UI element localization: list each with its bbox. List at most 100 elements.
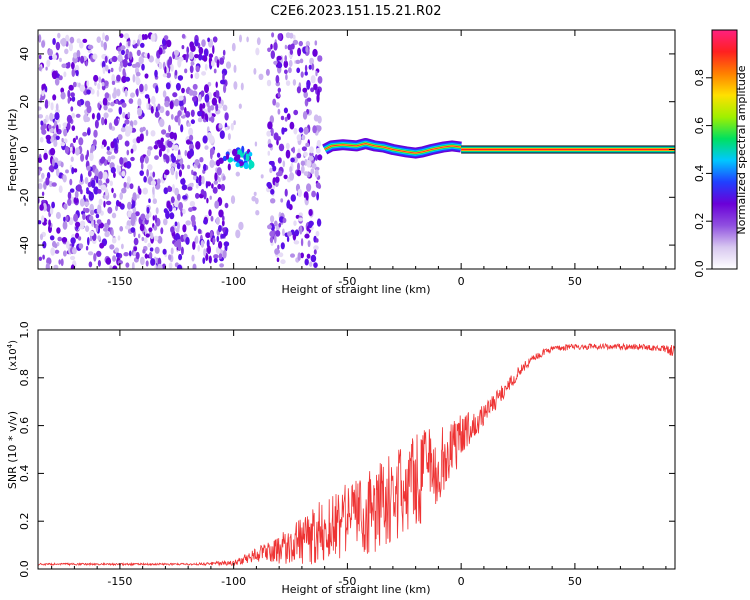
noise-blob (158, 47, 163, 55)
noise-blob (121, 187, 127, 194)
noise-blob (230, 122, 234, 131)
y-tick-label: 20 (18, 95, 31, 109)
noise-blob (60, 258, 64, 267)
noise-blob (285, 142, 290, 150)
noise-blob (141, 63, 145, 71)
noise-blob (170, 64, 174, 72)
noise-blob (62, 221, 68, 230)
cluster-blob (225, 153, 230, 160)
x-tick-label: 50 (568, 275, 582, 288)
noise-blob (310, 168, 315, 175)
noise-blob (190, 73, 193, 79)
noise-blob (71, 125, 76, 131)
noise-blob (230, 195, 236, 205)
noise-blob (306, 159, 312, 168)
noise-blob (70, 264, 75, 269)
noise-blob (63, 128, 68, 137)
noise-blob (292, 79, 297, 86)
noise-blob (58, 75, 63, 81)
noise-blob (195, 183, 199, 189)
noise-blob (60, 142, 66, 147)
colorbar-label: Normalized spectral amplitude (735, 65, 748, 234)
noise-blob (200, 240, 205, 248)
noise-blob (222, 72, 225, 82)
noise-blob (77, 100, 81, 107)
noise-blob (118, 65, 122, 72)
noise-blob (312, 48, 318, 57)
noise-blob (177, 111, 181, 118)
noise-blob (278, 143, 285, 152)
noise-blob (168, 124, 171, 133)
noise-blob (300, 252, 304, 259)
noise-blob (116, 252, 120, 258)
noise-blob (225, 229, 228, 236)
noise-blob (118, 106, 123, 115)
snr-y-tick-labels: 0.0 0.2 0.4 0.6 0.8 1.0 (18, 321, 31, 578)
noise-blob (125, 161, 132, 169)
noise-blob (296, 134, 302, 142)
noise-blob (130, 156, 135, 162)
noise-blob (170, 153, 175, 159)
noise-blob (88, 191, 95, 201)
noise-blob (233, 81, 238, 90)
noise-blob (144, 73, 149, 79)
noise-blob (61, 63, 67, 69)
noise-blob (73, 196, 79, 204)
noise-blob (265, 68, 270, 76)
noise-blob (215, 90, 220, 99)
noise-blob (296, 86, 301, 94)
snr-series-line (38, 342, 675, 567)
noise-blob (204, 145, 209, 150)
noise-blob (289, 166, 293, 173)
noise-blob (129, 183, 134, 190)
noise-blob (96, 250, 102, 257)
cluster-blob (243, 154, 247, 160)
noise-blob (69, 188, 75, 193)
noise-blob (178, 202, 184, 211)
noise-blob (203, 219, 208, 225)
noise-blob (165, 132, 171, 138)
noise-blob (185, 111, 191, 118)
noise-blob (79, 224, 85, 230)
noise-blob (71, 68, 76, 77)
noise-blob (61, 137, 64, 143)
x-tick-label: -50 (338, 575, 356, 588)
noise-blob (95, 223, 99, 233)
noise-blob (163, 187, 169, 195)
noise-blob (160, 144, 166, 152)
noise-blob (96, 219, 102, 225)
noise-blob (38, 54, 42, 60)
noise-blob (194, 159, 200, 166)
noise-blob (180, 105, 185, 111)
noise-blob (80, 153, 85, 162)
noise-blob (170, 114, 174, 120)
noise-blob (146, 149, 151, 157)
noise-blob (96, 36, 102, 43)
noise-blob (222, 104, 228, 112)
noise-blob (195, 192, 200, 199)
noise-blob (137, 107, 143, 117)
noise-blob (79, 41, 84, 49)
noise-blob (311, 63, 315, 71)
noise-blob (72, 137, 76, 143)
noise-blob (146, 168, 149, 178)
noise-blob (267, 121, 273, 130)
noise-blob (313, 262, 318, 268)
noise-blob (64, 145, 69, 154)
noise-blob (276, 139, 279, 146)
noise-blob (297, 252, 301, 261)
noise-blob (41, 40, 46, 48)
noise-blob (157, 263, 163, 269)
noise-blob (120, 127, 126, 133)
noise-blob (293, 220, 297, 226)
noise-blob (166, 72, 172, 79)
noise-blob (289, 172, 295, 181)
noise-blob (193, 225, 197, 231)
noise-blob (84, 208, 90, 213)
noise-blob (174, 221, 178, 227)
noise-blob (65, 240, 70, 249)
noise-blob (134, 43, 138, 49)
noise-blob (187, 122, 191, 127)
noise-blob (117, 100, 122, 105)
noise-blob (84, 201, 90, 207)
